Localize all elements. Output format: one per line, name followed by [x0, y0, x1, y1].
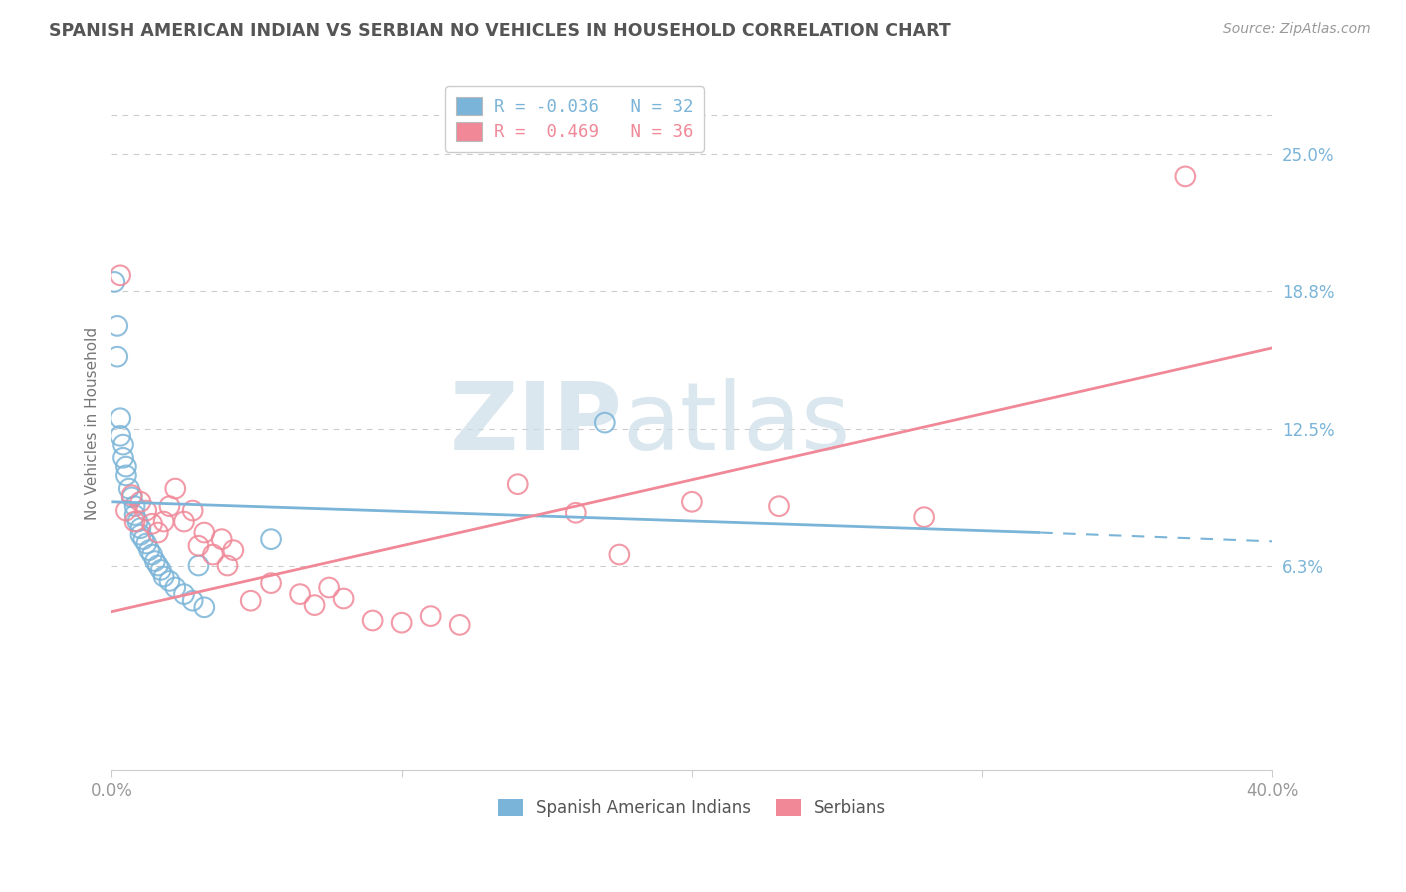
Point: [143, 554, 166, 568]
Point: [361, 614, 384, 628]
Y-axis label: No Vehicles in Household: No Vehicles in Household: [86, 327, 100, 520]
Point: [135, 503, 157, 517]
Point: [141, 548, 163, 562]
Point: [187, 539, 209, 553]
Point: [165, 581, 187, 595]
Point: [288, 587, 311, 601]
Text: SPANISH AMERICAN INDIAN VS SERBIAN NO VEHICLES IN HOUSEHOLD CORRELATION CHART: SPANISH AMERICAN INDIAN VS SERBIAN NO VE…: [49, 22, 950, 40]
Point: [108, 411, 131, 425]
Point: [201, 548, 224, 562]
Point: [146, 525, 169, 540]
Point: [304, 598, 326, 612]
Point: [193, 600, 215, 615]
Point: [419, 609, 441, 624]
Text: ZIP: ZIP: [450, 377, 623, 470]
Point: [565, 506, 588, 520]
Point: [187, 558, 209, 573]
Point: [593, 416, 616, 430]
Point: [129, 527, 152, 541]
Point: [217, 558, 239, 573]
Point: [332, 591, 354, 606]
Point: [449, 618, 471, 632]
Point: [103, 275, 125, 289]
Point: [260, 532, 283, 546]
Point: [260, 576, 283, 591]
Point: [159, 499, 181, 513]
Point: [105, 318, 128, 333]
Point: [159, 574, 181, 588]
Point: [768, 499, 790, 513]
Point: [129, 495, 152, 509]
Point: [135, 536, 157, 550]
Point: [127, 515, 149, 529]
Point: [152, 569, 174, 583]
Text: Source: ZipAtlas.com: Source: ZipAtlas.com: [1223, 22, 1371, 37]
Point: [115, 503, 138, 517]
Point: [138, 543, 160, 558]
Point: [124, 499, 146, 513]
Point: [118, 482, 141, 496]
Point: [165, 482, 187, 496]
Point: [124, 515, 146, 529]
Point: [391, 615, 413, 630]
Point: [318, 581, 340, 595]
Point: [105, 350, 128, 364]
Point: [121, 488, 143, 502]
Point: [115, 468, 138, 483]
Point: [193, 525, 215, 540]
Point: [181, 593, 204, 607]
Point: [108, 429, 131, 443]
Point: [141, 516, 163, 531]
Point: [121, 491, 143, 505]
Legend: Spanish American Indians, Serbians: Spanish American Indians, Serbians: [491, 792, 893, 824]
Point: [239, 593, 262, 607]
Point: [124, 508, 146, 522]
Point: [111, 450, 134, 465]
Point: [149, 563, 172, 577]
Point: [173, 587, 195, 601]
Point: [108, 268, 131, 283]
Point: [681, 495, 703, 509]
Point: [222, 543, 245, 558]
Point: [609, 548, 631, 562]
Point: [211, 532, 233, 546]
Point: [146, 558, 169, 573]
Point: [506, 477, 529, 491]
Point: [129, 521, 152, 535]
Point: [173, 515, 195, 529]
Point: [181, 503, 204, 517]
Text: atlas: atlas: [623, 377, 851, 470]
Point: [1174, 169, 1197, 184]
Point: [912, 510, 935, 524]
Point: [111, 437, 134, 451]
Point: [115, 459, 138, 474]
Point: [132, 532, 155, 546]
Point: [152, 515, 174, 529]
